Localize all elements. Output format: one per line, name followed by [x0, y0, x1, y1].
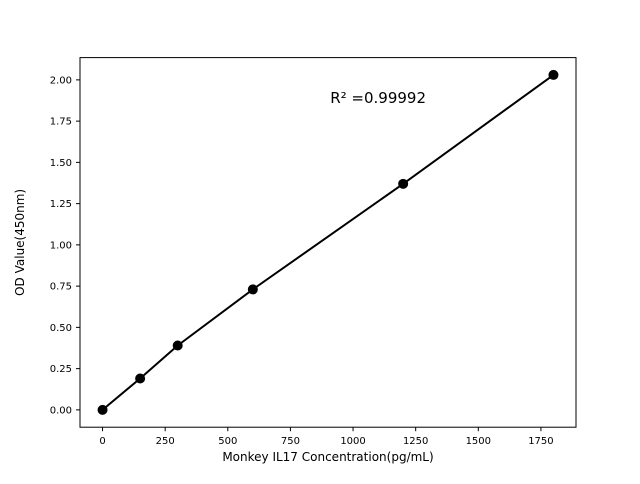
- x-tick-label: 1000: [340, 436, 365, 447]
- y-tick-label: 1.75: [50, 117, 72, 128]
- x-tick-label: 250: [156, 436, 175, 447]
- y-tick-label: 0.50: [50, 323, 72, 334]
- x-tick-label: 500: [218, 436, 237, 447]
- y-axis-label: OD Value(450nm): [13, 189, 27, 296]
- y-tick-label: 0.75: [50, 282, 72, 293]
- x-tick-label: 1750: [528, 436, 553, 447]
- y-tick-label: 1.50: [50, 158, 72, 169]
- x-axis-label: Monkey IL17 Concentration(pg/mL): [222, 450, 433, 464]
- x-tick-label: 1500: [466, 436, 491, 447]
- data-series: [97, 69, 559, 415]
- data-point-marker: [97, 404, 108, 415]
- data-point-marker: [398, 178, 409, 189]
- axis-ticks: 0 250 500 750 1000 1250 1500 1750 0.00 0.25 0.50 0.…: [50, 75, 554, 447]
- axes-spines: [79, 57, 577, 428]
- data-point-marker: [247, 284, 258, 295]
- y-tick-label: 1.00: [50, 240, 72, 251]
- y-tick-label: 1.25: [50, 199, 72, 210]
- fit-line: [101, 73, 555, 411]
- r-squared-annotation: R² =0.99992: [330, 89, 426, 107]
- data-point-marker: [135, 373, 146, 384]
- plot-frame: [79, 57, 577, 428]
- x-tick-label: 0: [99, 436, 105, 447]
- data-point-marker: [172, 340, 183, 351]
- x-tick-label: 750: [281, 436, 300, 447]
- data-point-marker: [548, 69, 559, 80]
- x-tick-label: 1250: [403, 436, 428, 447]
- y-tick-label: 0.25: [50, 364, 72, 375]
- y-tick-label: 0.00: [50, 405, 72, 416]
- y-tick-label: 2.00: [50, 75, 72, 86]
